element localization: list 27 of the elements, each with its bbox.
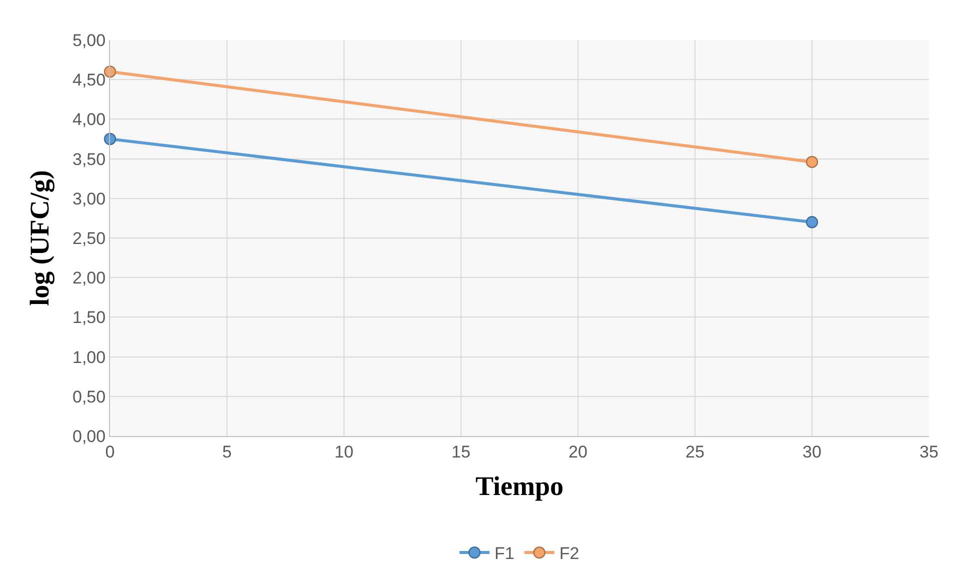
point: [104, 66, 116, 78]
y-tick-label: 2,00: [72, 268, 106, 288]
y-tick-label: 5,00: [72, 30, 106, 50]
x-tick-label: 25: [686, 442, 704, 462]
y-tick-label: 4,00: [72, 110, 106, 130]
y-axis-title: log (UFC/g): [24, 170, 55, 306]
y-tick-label: 1,50: [72, 308, 106, 328]
y-tick-label: 3,00: [72, 189, 106, 208]
x-axis-title: Tiempo: [475, 470, 564, 501]
y-tick-label: 0,50: [72, 387, 106, 406]
legend-label: F2: [559, 544, 580, 564]
point: [806, 216, 818, 228]
y-tick-label: 3,50: [72, 150, 106, 169]
point: [104, 132, 116, 146]
x-tick-label: 10: [334, 442, 354, 462]
x-tick-label: 35: [920, 442, 938, 462]
legend-label: F1: [494, 544, 514, 564]
y-tick-label: 2,50: [72, 228, 106, 248]
x-tick-label: 0: [105, 442, 115, 462]
point: [806, 156, 818, 168]
x-tick-label: 30: [802, 442, 822, 462]
y-tick-label: 1,00: [72, 348, 106, 367]
x-tick-label: 15: [452, 442, 470, 462]
x-tick-label: 20: [568, 442, 588, 462]
x-tick-label: 5: [222, 442, 232, 462]
y-tick-label: 4,50: [72, 70, 106, 90]
y-tick-label: 0,00: [72, 426, 106, 446]
